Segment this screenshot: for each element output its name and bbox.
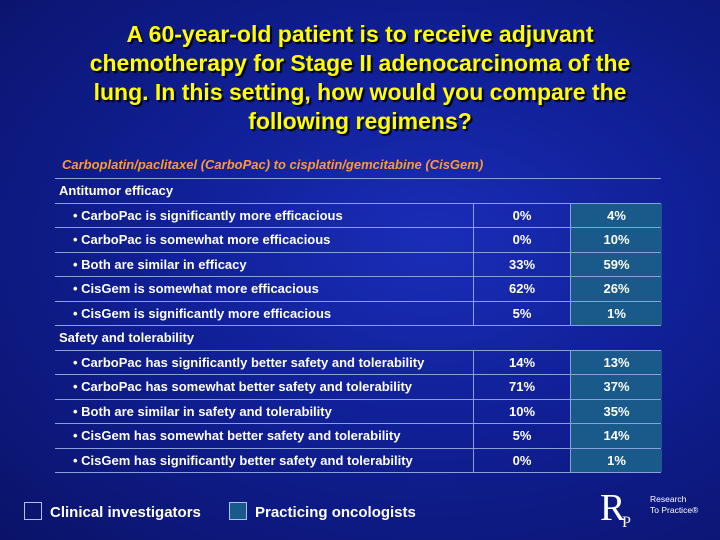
legend-clinical-swatch <box>24 502 42 520</box>
row-label: • CisGem is somewhat more efficacious <box>73 281 319 296</box>
results-table: Antitumor efficacy • CarboPac is signific… <box>55 178 662 473</box>
logo-line-1: Research <box>650 494 687 504</box>
clinical-investigators-value: 5% <box>473 301 570 325</box>
title-line-3: lung. In this setting, how would you com… <box>93 79 627 105</box>
practicing-oncologists-value: 35% <box>570 399 662 423</box>
row-label: • Both are similar in efficacy <box>73 256 247 272</box>
row-label: • CarboPac has somewhat better safety an… <box>73 379 413 394</box>
slide-title: A 60-year-old patient is to receive adju… <box>30 20 690 136</box>
practicing-oncologists-value: 59% <box>570 252 662 276</box>
clinical-investigators-value: 0% <box>473 448 570 472</box>
clinical-investigators-value: 0% <box>473 228 570 252</box>
practicing-oncologists-value: 1% <box>570 448 662 472</box>
practicing-oncologists-value: 13% <box>570 350 662 374</box>
row-label: • CisGem is significantly more efficacio… <box>73 305 332 321</box>
table-row: • CarboPac is somewhat more efficacious 0… <box>55 228 662 253</box>
table-row: • CarboPac has somewhat better safety an… <box>55 375 662 400</box>
table-subtitle: Carboplatin/paclitaxel (CarboPac) to cis… <box>62 157 484 172</box>
legend-clinical-label: Clinical investigators <box>50 504 201 521</box>
practicing-oncologists-value: 10% <box>570 228 662 252</box>
title-line-4: following regimens? <box>248 108 472 134</box>
clinical-investigators-value: 0% <box>473 203 570 227</box>
row-label: • Both are similar in safety and tolerab… <box>73 403 332 419</box>
clinical-investigators-value: 10% <box>473 399 570 423</box>
table-row: • CarboPac has significantly better safe… <box>55 350 662 375</box>
row-label: • CisGem has significantly better safety… <box>73 452 413 468</box>
table-row: • Both are similar in safety and tolerab… <box>55 399 662 424</box>
section-label: Antitumor efficacy <box>59 183 174 198</box>
row-label: • CisGem has somewhat better safety and … <box>73 428 401 443</box>
practicing-oncologists-value: 4% <box>570 203 662 227</box>
row-label: • CarboPac is significantly more efficac… <box>73 207 343 223</box>
clinical-investigators-value: 62% <box>473 277 570 301</box>
table-row: • CisGem has significantly better safety… <box>55 448 662 473</box>
row-label: • CarboPac is somewhat more efficacious <box>73 232 331 247</box>
logo-letter-r: R <box>600 487 626 529</box>
legend-practicing-swatch <box>229 502 247 520</box>
clinical-investigators-value: 71% <box>473 375 570 399</box>
section-row: Safety and tolerability <box>55 326 661 351</box>
table-row: • Both are similar in efficacy 33% 59% <box>55 252 662 277</box>
practicing-oncologists-value: 26% <box>570 277 662 301</box>
practicing-oncologists-value: 37% <box>570 375 662 399</box>
title-line-1: A 60-year-old patient is to receive adju… <box>126 21 594 47</box>
legend-clinical: Clinical investigators <box>24 502 201 521</box>
practicing-oncologists-value: 14% <box>570 424 662 448</box>
logo-letter-p: P <box>622 514 631 531</box>
table-row: • CisGem has somewhat better safety and … <box>55 424 662 449</box>
title-line-2: chemotherapy for Stage II adenocarcinoma… <box>89 50 631 76</box>
section-label: Safety and tolerability <box>59 330 195 345</box>
table-row: • CisGem is somewhat more efficacious 62%… <box>55 277 662 302</box>
logo-line-2: To Practice® <box>650 505 699 515</box>
legend-practicing-label: Practicing oncologists <box>255 504 416 521</box>
table-row: • CisGem is significantly more efficacio… <box>55 301 662 326</box>
clinical-investigators-value: 33% <box>473 252 570 276</box>
section-row: Antitumor efficacy <box>55 178 661 204</box>
table-row: • CarboPac is significantly more efficac… <box>55 203 662 228</box>
clinical-investigators-value: 5% <box>473 424 570 448</box>
logo-text: Research To Practice® <box>650 494 698 516</box>
legend-practicing: Practicing oncologists <box>229 502 416 521</box>
practicing-oncologists-value: 1% <box>570 301 662 325</box>
clinical-investigators-value: 14% <box>473 350 570 374</box>
row-label: • CarboPac has significantly better safe… <box>73 354 425 370</box>
